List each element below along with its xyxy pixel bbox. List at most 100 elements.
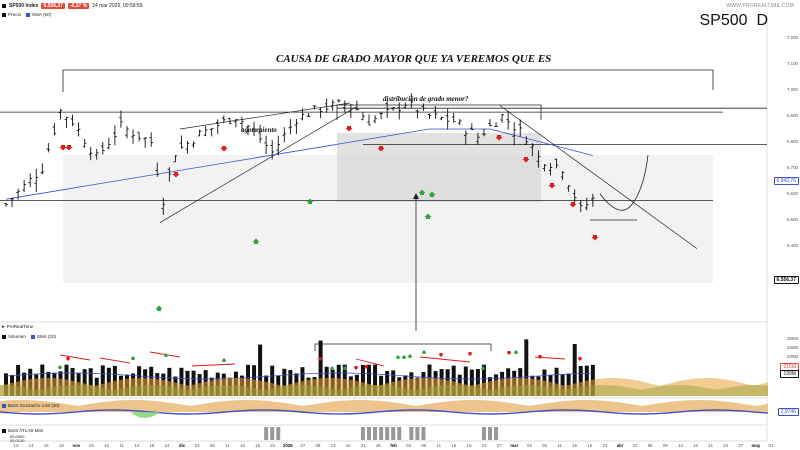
arrow-head [413, 193, 419, 199]
price-tick-label: 6.500 [787, 217, 798, 222]
price-bar [70, 114, 75, 127]
time-tick-label: 06 [542, 443, 547, 448]
volume-down-arrow-icon [577, 357, 583, 361]
price-bar [228, 117, 232, 125]
price-bar [173, 155, 178, 163]
price-bar [240, 116, 244, 132]
volume-badge-2: 199M [780, 370, 799, 378]
volume-bar [191, 370, 196, 396]
price-bar [258, 124, 262, 143]
time-tick-label: 18 [149, 443, 155, 448]
time-tick-label: 09 [662, 443, 668, 448]
price-bar [324, 98, 329, 113]
time-tick-label: 03 [526, 443, 532, 448]
volume-bar [578, 366, 583, 396]
indicator-2-bar [494, 427, 499, 440]
volume-bar [554, 367, 559, 396]
uptrend-line [159, 106, 357, 223]
time-tick-label: 11 [557, 443, 562, 448]
time-tick-label: 13 [13, 443, 19, 448]
time-tick-label: 04 [89, 443, 94, 448]
volume-bar [451, 365, 456, 396]
price-tick-label: 7.200 [787, 35, 798, 40]
volume-bar [318, 340, 323, 396]
price-bar [185, 140, 190, 154]
volume-up-arrow-icon [163, 353, 169, 357]
price-bar [536, 150, 541, 168]
time-tick-label: 19 [587, 443, 593, 448]
time-tick-label: 08 [209, 443, 215, 448]
price-bar [336, 99, 341, 103]
time-tick-label: 08 [315, 443, 321, 448]
price-bar [349, 104, 353, 118]
time-tick-label: 22 [270, 443, 276, 448]
indicator-1-legend: BarS Gonzacho v.03 (20) [2, 403, 60, 408]
down-arrow-icon [591, 235, 599, 241]
price-bar [125, 126, 129, 139]
price-bar [40, 163, 45, 175]
price-bar [427, 113, 432, 119]
price-bar [88, 147, 93, 161]
time-tick-label: 13 [677, 443, 683, 448]
indicator-2-bar [373, 427, 378, 440]
volume-down-arrow-icon [537, 355, 543, 359]
up-arrow-icon [418, 189, 426, 195]
volume-down-arrow-icon [467, 352, 473, 356]
price-legend-label: Precio [8, 12, 22, 17]
volume-tick-label: 250M [787, 345, 798, 350]
volume-bar [367, 364, 371, 396]
down-arrow-icon [495, 135, 503, 141]
price-bar [591, 193, 595, 207]
price-bar [524, 136, 529, 145]
sma-value-badge: 6.842,76 [773, 177, 799, 185]
indicator-2-legend: BarS ATLAS Mini [2, 428, 43, 433]
down-arrow-icon [59, 145, 67, 151]
price-bar [294, 119, 299, 134]
timeframe-label[interactable]: D [756, 12, 768, 29]
price-bar [76, 122, 81, 137]
volume-up-arrow-icon [57, 365, 63, 369]
price-bar [222, 115, 226, 124]
price-bar [542, 164, 547, 172]
volume-tick-label: 300M [787, 336, 798, 341]
volume-bar [270, 365, 275, 396]
indicator-2-bar [276, 427, 281, 440]
downtrend-line [499, 105, 698, 249]
price-bar [197, 129, 202, 137]
volume-bar [566, 373, 571, 396]
time-tick-label: 10 [104, 443, 110, 448]
price-bar [572, 189, 577, 203]
volume-pane-title: ⫸ ProRealTime [2, 324, 33, 329]
volume-bar [100, 365, 105, 396]
up-arrow-icon [428, 191, 436, 197]
time-tick-label: 21 [360, 443, 366, 448]
price-bar [131, 129, 135, 144]
price-bar [518, 119, 523, 137]
price-bar [330, 99, 335, 111]
price-bar [343, 100, 347, 113]
price-bar [318, 107, 323, 119]
price-bar [373, 115, 377, 124]
exhaustion-annotation: agotamiento [241, 126, 277, 134]
indicator-2-bar [488, 427, 492, 440]
time-tick-label: 16 [240, 443, 245, 448]
volume-bar [185, 370, 190, 396]
volume-bar [469, 369, 474, 396]
indicator-2-icon [2, 428, 6, 433]
price-bar [137, 131, 141, 142]
time-tick-label: 19 [58, 443, 64, 448]
price-bar [385, 100, 389, 118]
price-bar [82, 139, 87, 148]
down-arrow-icon [65, 145, 73, 151]
price-bar [506, 110, 510, 130]
indicator-1-badge: 2,9746 [777, 408, 799, 416]
symbol-name[interactable]: SP500 Index [9, 2, 39, 9]
indicator-2-bar [264, 427, 269, 440]
price-legend-icon [2, 12, 6, 17]
up-arrow-icon [252, 238, 260, 244]
indicator-2-bar [385, 427, 390, 440]
volume-pane-title-text: ProRealTime [6, 324, 34, 329]
indicator-2-bar [379, 427, 384, 440]
big-symbol: SP500 D [700, 12, 769, 30]
